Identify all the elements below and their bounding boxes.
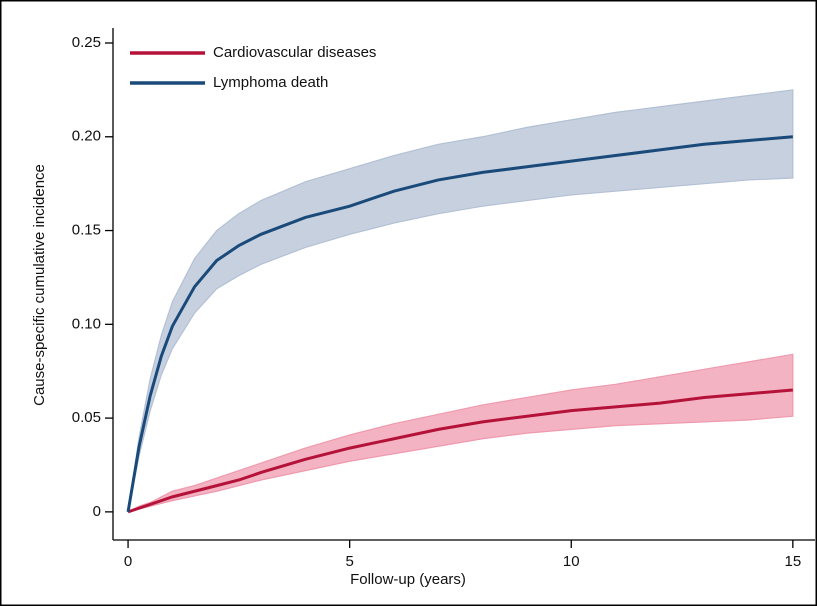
series-line (127, 388, 793, 514)
y-tick-label: 0.10 (72, 315, 101, 332)
y-tick-label: 0.15 (72, 222, 101, 239)
confidence-band (127, 353, 794, 513)
x-tick-label: 5 (345, 553, 353, 570)
y-tick-label: 0.20 (72, 128, 101, 145)
y-tick-label: 0.05 (72, 409, 101, 426)
x-tick-label: 10 (563, 553, 580, 570)
legend-label: Lymphoma death (213, 74, 328, 91)
series-line (126, 135, 793, 513)
y-tick-label: 0.25 (72, 34, 101, 51)
y-tick-label: 0 (93, 503, 101, 520)
y-axis-label: Cause-specific cumulative incidence (31, 164, 48, 406)
confidence-band (127, 89, 794, 512)
legend-label: Cardiovascular diseases (213, 44, 376, 61)
x-tick-label: 15 (784, 553, 801, 570)
x-axis-label: Follow-up (years) (350, 571, 466, 588)
x-tick-label: 0 (124, 553, 132, 570)
